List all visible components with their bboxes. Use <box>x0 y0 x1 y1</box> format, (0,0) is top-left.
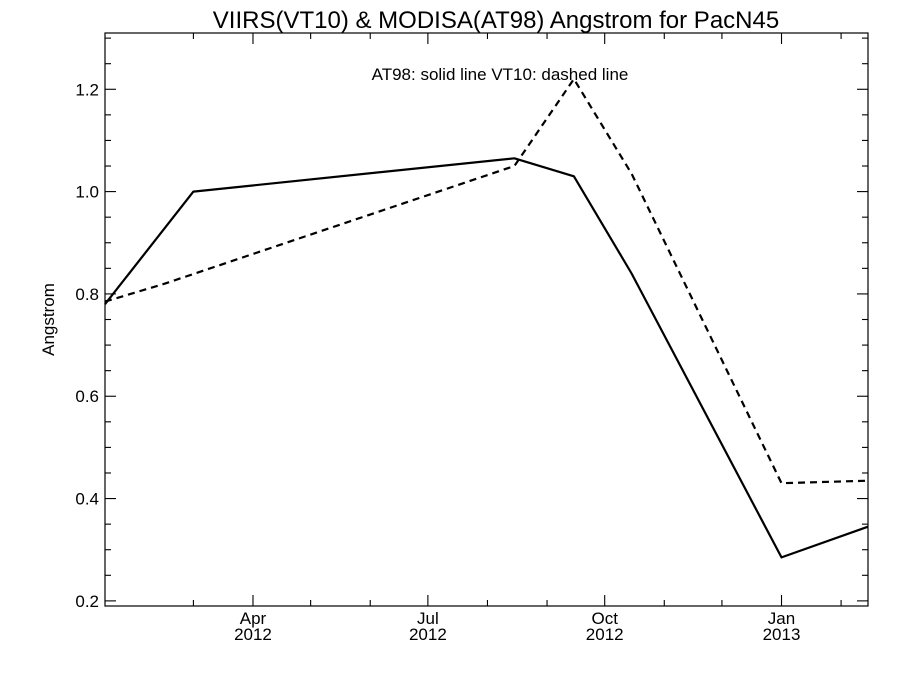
y-axis-label: Angstrom <box>39 283 58 356</box>
x-tick-year-label: 2012 <box>409 625 447 644</box>
y-tick-label: 0.6 <box>75 387 99 406</box>
y-tick-label: 0.4 <box>75 490 99 509</box>
y-tick-label: 0.8 <box>75 285 99 304</box>
x-tick-year-label: 2012 <box>586 625 624 644</box>
series-vt10-dashed-line <box>104 77 869 485</box>
x-tick-year-label: 2012 <box>234 625 272 644</box>
axes: 0.20.40.60.81.01.2Apr2012Jul2012Oct2012J… <box>75 32 869 644</box>
x-tick-month-label: Jan <box>768 609 795 628</box>
y-tick-label: 1.0 <box>75 183 99 202</box>
series-at98-solid-line <box>104 157 869 559</box>
x-tick-month-label: Apr <box>240 609 267 628</box>
y-tick-label: 1.2 <box>75 80 99 99</box>
x-tick-month-label: Oct <box>591 609 618 628</box>
chart-title: VIIRS(VT10) & MODISA(AT98) Angstrom for … <box>213 7 779 34</box>
plot-frame <box>104 32 869 607</box>
y-tick-label: 0.2 <box>75 592 99 611</box>
x-tick-month-label: Jul <box>417 609 439 628</box>
series-layer <box>104 77 869 559</box>
legend-annotation: AT98: solid line VT10: dashed line <box>372 65 629 84</box>
x-tick-year-label: 2013 <box>763 625 801 644</box>
